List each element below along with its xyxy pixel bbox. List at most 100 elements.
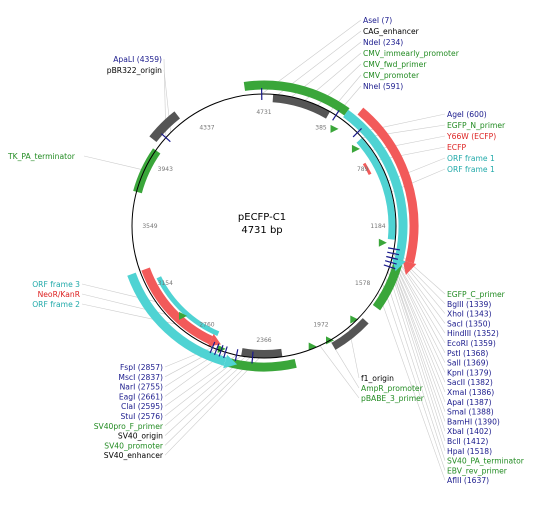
feature-label: BclI (1412) <box>447 437 488 446</box>
leader-line <box>392 255 446 344</box>
ecfp-arrowhead <box>402 260 417 275</box>
orf-frame2-arc <box>127 272 227 366</box>
neor-kanr-arc <box>141 267 213 345</box>
tick-label: 4337 <box>199 124 214 131</box>
leader-line <box>164 357 251 436</box>
orf-frame1-arc <box>343 109 408 261</box>
leader-line <box>389 264 446 422</box>
feature-label: f1_origin <box>361 374 394 383</box>
feature-label: AgeI (600) <box>447 110 487 119</box>
leader-line <box>392 253 446 334</box>
cmv-promoter-arc <box>243 80 350 116</box>
site-mark <box>213 343 220 356</box>
orf-frame1-arrowhead <box>392 257 406 272</box>
tick-label: 1184 <box>370 223 385 230</box>
feature-label: HindIII (1352) <box>447 329 499 338</box>
feature-label: BglII (1339) <box>447 300 491 309</box>
site-mark <box>209 341 216 354</box>
feature-label: AmpR_promoter <box>361 384 424 393</box>
feature-label: BamHI (1390) <box>447 417 500 426</box>
tick-label: 4731 <box>256 109 271 116</box>
tick-label: 789 <box>357 166 369 173</box>
tick-label: 2366 <box>256 337 271 344</box>
feature-label: EcoRI (1359) <box>447 339 496 348</box>
feature-label: SacI (1350) <box>447 319 491 328</box>
leader-line <box>357 113 446 133</box>
tick-label: 3154 <box>158 280 173 287</box>
feature-label: CAG_enhancer <box>363 27 420 36</box>
neor-arrowhead <box>207 333 221 347</box>
site-mark <box>332 109 340 121</box>
primer-arrow-1 <box>351 144 360 153</box>
feature-label: ORF frame 1 <box>447 154 495 163</box>
leader-line <box>390 262 446 402</box>
primer-arrow-7 <box>179 311 188 320</box>
feature-label: StuI (2576) <box>120 412 163 421</box>
site-mark <box>234 349 239 362</box>
feature-label: EBV_rev_primer <box>447 466 508 475</box>
backbone-circle <box>131 93 397 359</box>
feature-label: NeoR/KanR <box>38 290 81 299</box>
feature-label: AflII (1637) <box>447 476 489 485</box>
f1-origin-arc <box>331 318 369 350</box>
primer-arrow-3 <box>350 315 359 324</box>
feature-label: ECFP <box>447 143 466 152</box>
feature-label: SacII (1382) <box>447 378 493 387</box>
orf-frame3-arc <box>156 276 220 337</box>
feature-label: SmaI (1388) <box>447 408 494 417</box>
feature-label: EGFP_N_primer <box>447 121 506 130</box>
feature-label: SV40_PA_terminator <box>447 457 525 466</box>
site-mark <box>223 346 228 359</box>
feature-label: XhoI (1343) <box>447 310 492 319</box>
feature-arcs <box>127 80 419 372</box>
feature-label: AseI (7) <box>363 16 392 25</box>
orf-frame2-arrowhead <box>223 354 238 369</box>
feature-label: NdeI (234) <box>363 38 403 47</box>
feature-label: EGFP_C_primer <box>447 290 506 299</box>
feature-label: ORF frame 1 <box>447 165 495 174</box>
leader-line <box>389 266 446 442</box>
primer-arrow-2 <box>378 238 387 247</box>
feature-label: HpaI (1518) <box>447 447 492 456</box>
tk-pa-label: TK_PA_terminator <box>7 152 76 161</box>
feature-label: pBABE_3_primer <box>361 394 425 403</box>
tick-label: 3549 <box>142 223 157 230</box>
feature-label: SalI (1369) <box>447 359 489 368</box>
ecfp-arc <box>357 107 419 264</box>
leader-line <box>164 357 256 446</box>
leader-line <box>164 357 260 456</box>
feature-label: Y66W (ECFP) <box>446 132 496 141</box>
feature-label: EagI (2661) <box>119 392 163 401</box>
sv40-origin-arc <box>241 348 283 359</box>
tick-label: 2760 <box>199 322 214 329</box>
position-ticks: 4731 385 789 1184 1578 1972 2366 2760 3154 3549 39… <box>142 109 385 344</box>
pbr322-origin-arc <box>149 111 181 143</box>
feature-label: ORF frame 2 <box>32 300 80 309</box>
feature-label: SV40_enhancer <box>104 451 164 460</box>
tick-label: 385 <box>315 124 327 131</box>
feature-label: SV40pro_F_primer <box>94 422 164 431</box>
leader-line <box>391 257 446 363</box>
y66w-mark-arc <box>362 162 372 175</box>
leader-line <box>391 257 446 373</box>
feature-label: CMV_promoter <box>363 71 420 80</box>
site-mark <box>386 255 399 260</box>
leader-line <box>391 260 446 393</box>
feature-label: NheI (591) <box>363 82 403 91</box>
feature-label: ApaLI (4359) <box>113 55 162 64</box>
site-mark <box>251 351 254 364</box>
site-mark <box>387 247 401 251</box>
leader-line <box>319 345 360 399</box>
primer-arrow-0 <box>330 124 339 133</box>
leader-line <box>385 277 446 461</box>
feature-label: CMV_immearly_promoter <box>363 49 460 58</box>
feature-label: FspI (2857) <box>120 363 163 372</box>
tick-label: 3943 <box>158 166 173 173</box>
feature-label: MscI (2837) <box>118 373 163 382</box>
feature-label: XbaI (1402) <box>447 427 492 436</box>
leader-line <box>362 124 446 138</box>
site-mark <box>384 260 397 265</box>
feature-label: SV40_origin <box>118 432 163 441</box>
leader-line <box>387 271 446 451</box>
